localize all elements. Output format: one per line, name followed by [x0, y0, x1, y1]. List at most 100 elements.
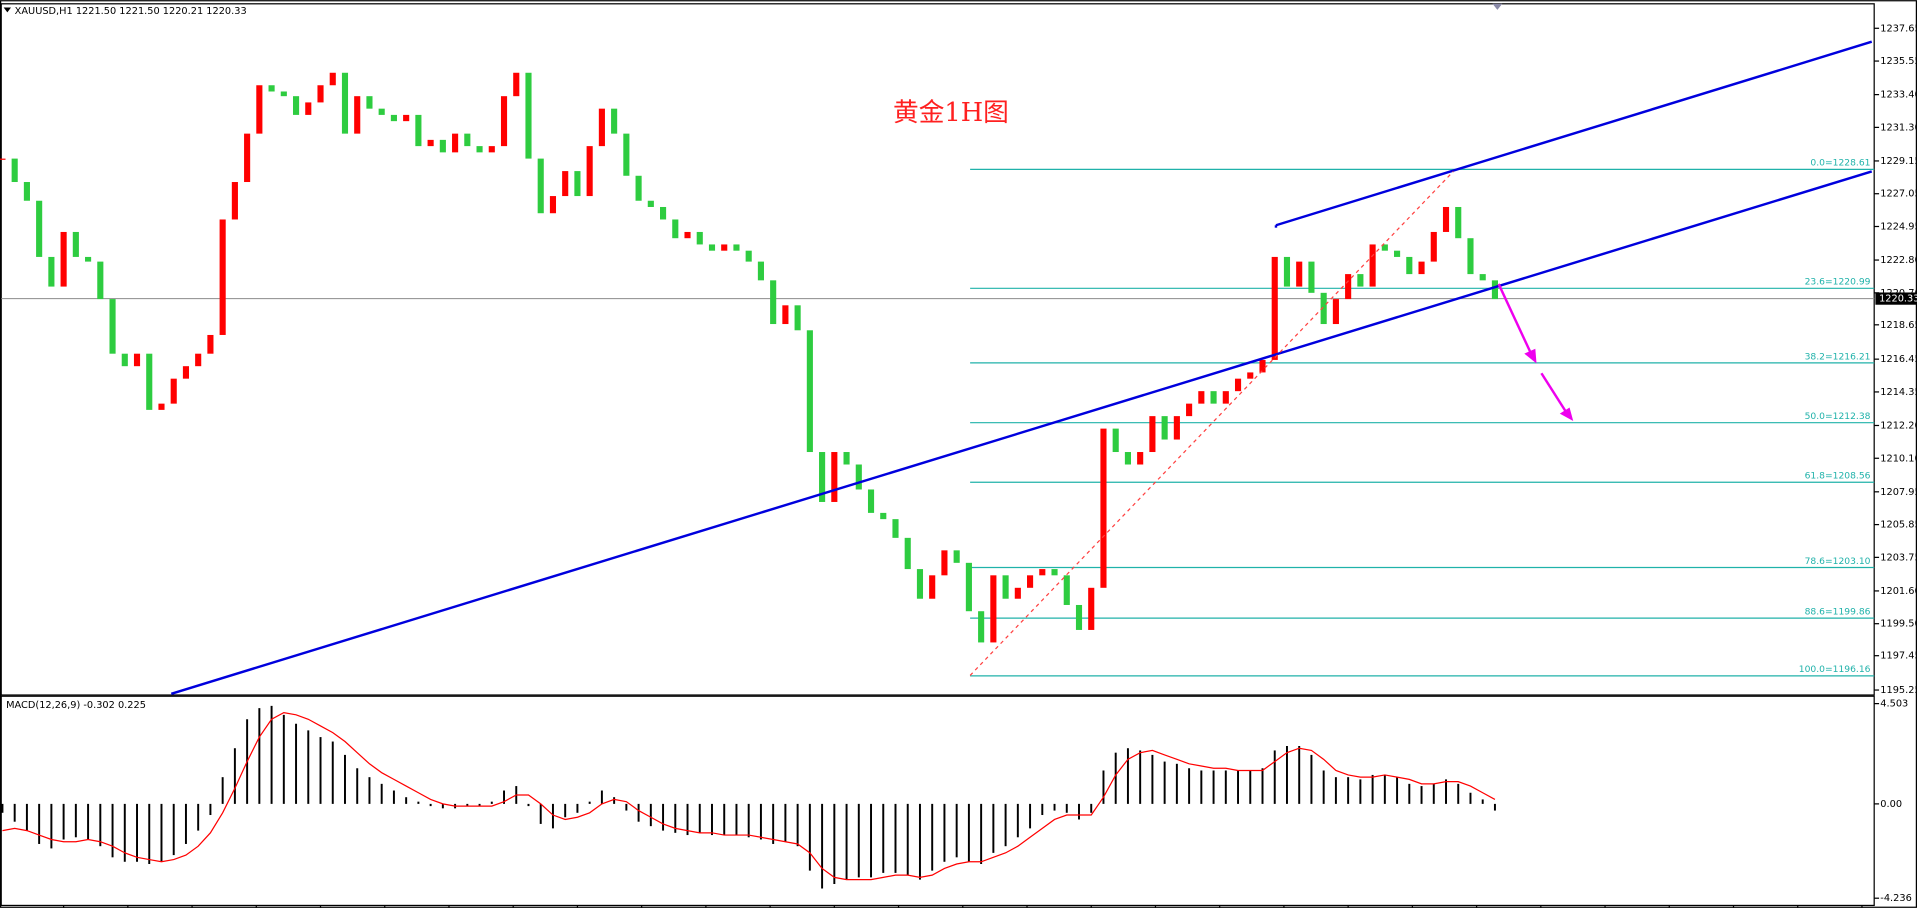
fib-label: 100.0=1196.16 [1799, 664, 1871, 675]
candle [1247, 372, 1254, 379]
candle [207, 334, 214, 354]
candle [513, 72, 520, 97]
candle [1283, 256, 1291, 287]
y-tick-label: 1195.25 [1880, 685, 1917, 696]
candle [292, 96, 300, 115]
candle [867, 489, 875, 513]
candle [1198, 391, 1205, 404]
macd-title: MACD(12,26,9) -0.302 0.225 [6, 700, 146, 711]
candle [415, 114, 422, 147]
candle [1320, 292, 1327, 325]
y-tick-label: 1216.45 [1880, 354, 1917, 365]
candle [280, 91, 287, 97]
annotation: 黄金1H图 [893, 98, 1009, 128]
drawings [3, 3, 1873, 695]
candle [794, 305, 801, 331]
shift-marker [1492, 3, 1503, 10]
y-tick-label: 1224.95 [1880, 221, 1917, 232]
candle [586, 146, 593, 197]
fib-label: 88.6=1199.86 [1805, 606, 1871, 617]
y-tick-label: 1197.45 [1880, 651, 1917, 662]
fib-base-line [969, 170, 1454, 676]
candle [953, 550, 960, 563]
candle [354, 96, 361, 134]
candle [476, 146, 483, 153]
y-tick-label: 0.00 [1880, 799, 1902, 810]
candle [990, 575, 997, 643]
y-tick-label: 1207.95 [1880, 487, 1917, 498]
candle [1002, 575, 1009, 599]
candle [72, 231, 79, 257]
candle [929, 575, 936, 599]
candle [708, 244, 716, 251]
candle [1210, 391, 1217, 404]
candle [36, 200, 43, 257]
fib-label: 50.0=1212.38 [1805, 411, 1871, 422]
candle [635, 175, 642, 201]
candle [231, 182, 238, 220]
candle [219, 219, 226, 335]
candle [1381, 244, 1388, 251]
candle [305, 102, 312, 115]
y-tick-label: 1212.20 [1880, 420, 1917, 431]
candle [1406, 256, 1413, 275]
candle [855, 464, 862, 490]
candle [1173, 416, 1180, 440]
candle [146, 353, 153, 410]
fib-label: 23.6=1220.99 [1805, 277, 1871, 288]
candle [341, 72, 349, 134]
candle [1345, 274, 1352, 300]
candle [256, 85, 263, 134]
candle [390, 114, 397, 122]
channel-line [1275, 40, 1873, 227]
candle [978, 611, 985, 643]
y-tick-label: 1222.80 [1880, 255, 1917, 266]
y-tick-label: 1227.05 [1880, 189, 1917, 200]
candle [1161, 416, 1168, 440]
candle [562, 171, 569, 197]
y-tick-label: -4.236 [1880, 893, 1911, 904]
candle [1112, 428, 1119, 453]
candle [11, 158, 18, 183]
candle [598, 108, 605, 147]
candle [1308, 261, 1315, 293]
candle [1332, 299, 1339, 325]
y-tick-label: 1229.15 [1880, 156, 1917, 167]
candle [268, 85, 275, 92]
macd-pane [0, 695, 1875, 907]
candle [1149, 416, 1156, 453]
candle [1222, 391, 1229, 404]
candle [1027, 575, 1034, 588]
y-tick-label: 1214.35 [1880, 387, 1917, 398]
candle [109, 299, 116, 354]
candle [60, 231, 67, 287]
fib-label: 78.6=1203.10 [1805, 556, 1871, 567]
y-tick-label: 1231.30 [1880, 122, 1917, 133]
candle [1271, 256, 1278, 360]
y-tick-label: 1210.10 [1880, 453, 1917, 464]
candle [684, 231, 691, 239]
candle [574, 171, 581, 197]
candle [1075, 604, 1083, 630]
fib-label: 61.8=1208.56 [1805, 471, 1871, 482]
candle [1442, 206, 1450, 232]
y-tick-label: 4.503 [1880, 699, 1908, 710]
candle [378, 108, 385, 115]
candle [403, 114, 410, 122]
candle [745, 250, 752, 262]
y-tick-label: 1218.65 [1880, 320, 1917, 331]
candle [782, 305, 789, 325]
y-tick-label: 1203.75 [1880, 552, 1917, 563]
current-price-label: 1220.33 [1879, 294, 1917, 305]
fib-label: 38.2=1216.21 [1805, 351, 1871, 362]
candle [1051, 569, 1058, 576]
candle [965, 562, 972, 612]
y-tick-label: 1201.60 [1880, 586, 1917, 597]
y-tick-label: 1237.65 [1880, 23, 1917, 34]
candle [904, 537, 911, 570]
candle [1467, 238, 1474, 275]
candle [182, 366, 190, 379]
y-tick-label: 1205.85 [1880, 520, 1917, 531]
candle [488, 146, 495, 153]
